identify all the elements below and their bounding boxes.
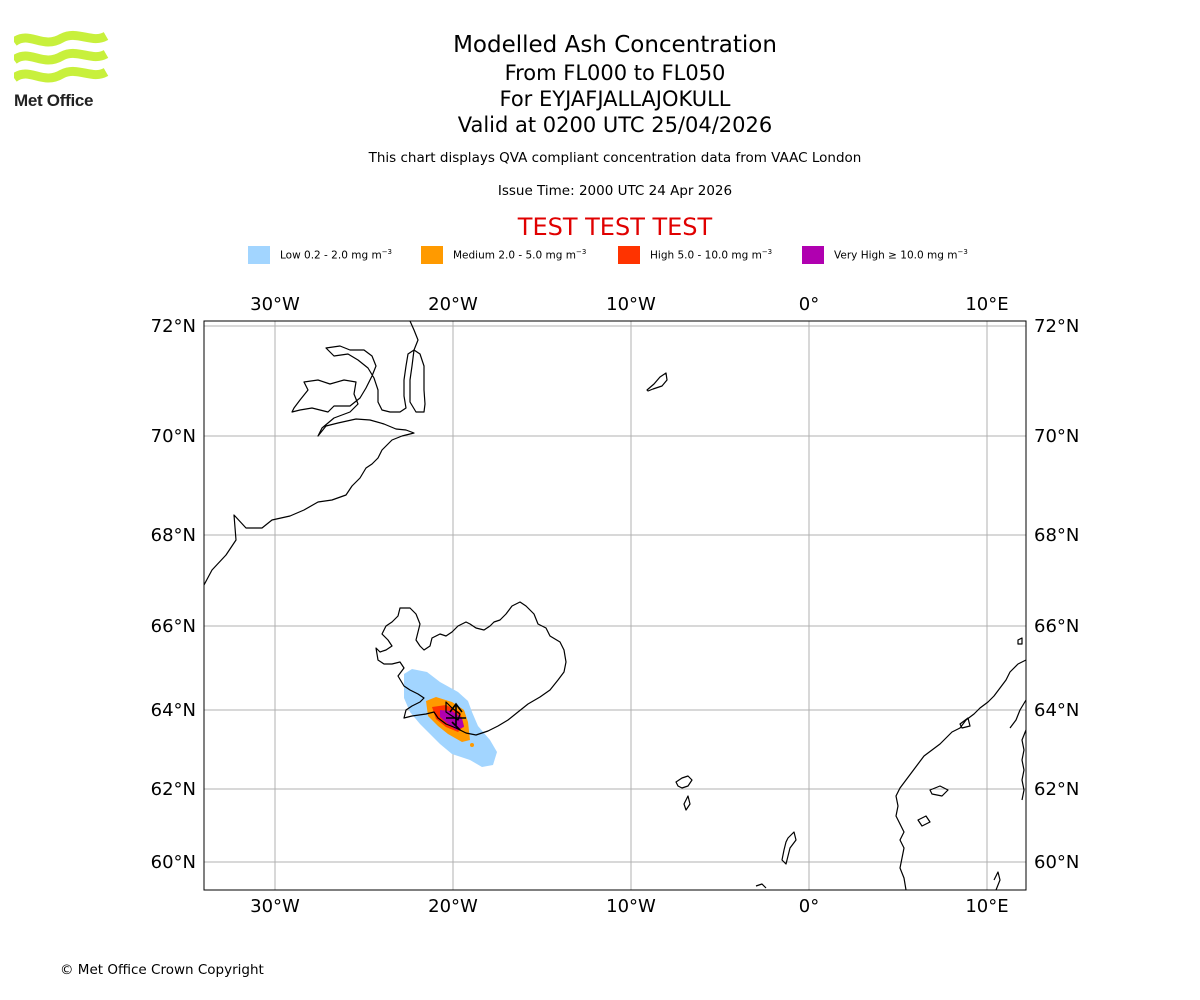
copyright: © Met Office Crown Copyright [60, 962, 264, 978]
test-banner: TEST TEST TEST [517, 213, 713, 241]
legend-item-low: Low 0.2 - 2.0 mg m−3 [248, 244, 392, 266]
legend: Low 0.2 - 2.0 mg m−3 Medium 2.0 - 5.0 mg… [0, 244, 1200, 266]
coastlines [204, 321, 1026, 890]
legend-label-very-high: Very High ≥ 10.0 mg m [834, 249, 958, 262]
legend-swatch-low [248, 246, 270, 264]
greenland-fjord [409, 349, 426, 413]
chart-title: Modelled Ash Concentration From FL000 to… [365, 30, 865, 199]
title-line-1: Modelled Ash Concentration [453, 32, 777, 58]
ash-spot [470, 743, 474, 747]
lon-label: 10°W [606, 294, 656, 315]
legend-label-medium: Medium 2.0 - 5.0 mg m [453, 249, 576, 262]
lat-label: 64°N [151, 700, 196, 721]
lat-label: 60°N [151, 852, 196, 873]
lon-label: 10°E [965, 294, 1008, 315]
greenland-coast [204, 321, 419, 586]
title-line-3: For EYJAFJALLAJOKULL [499, 87, 731, 111]
lat-labels-right: 72°N 70°N 68°N 66°N 64°N 62°N 60°N [1034, 316, 1079, 873]
lat-label: 68°N [1034, 525, 1079, 546]
shetland-coast [781, 831, 797, 865]
lat-label: 70°N [1034, 426, 1079, 447]
iceland-coast [375, 601, 567, 736]
lat-label: 72°N [1034, 316, 1079, 337]
legend-label-low: Low 0.2 - 2.0 mg m [280, 249, 382, 262]
legend-swatch-medium [421, 246, 443, 264]
legend-swatch-high [618, 246, 640, 264]
lon-label: 20°W [428, 896, 478, 917]
volcano-marker-icon [446, 702, 466, 731]
logo-text: Met Office [14, 91, 94, 110]
title-line-2: From FL000 to FL050 [504, 61, 726, 85]
norway-islands [755, 637, 1023, 889]
lon-label: 0° [799, 896, 819, 917]
ash-very-high-area [440, 710, 464, 730]
lon-label: 0° [799, 294, 819, 315]
lon-labels-top: 30°W 20°W 10°W 0° 10°E [250, 294, 1008, 315]
issue-time: Issue Time: 2000 UTC 24 Apr 2026 [497, 183, 733, 199]
norway-coast [895, 659, 1026, 890]
faroe-coast [675, 775, 693, 811]
lat-label: 60°N [1034, 852, 1079, 873]
lat-label: 72°N [151, 316, 196, 337]
lon-label: 10°W [606, 896, 656, 917]
iceland-peninsula [445, 701, 461, 721]
lon-label: 20°W [428, 294, 478, 315]
lat-label: 66°N [1034, 616, 1079, 637]
lat-label: 66°N [151, 616, 196, 637]
lon-labels-bottom: 30°W 20°W 10°W 0° 10°E [250, 896, 1008, 917]
legend-item-high: High 5.0 - 10.0 mg m−3 [618, 244, 772, 266]
lat-label: 64°N [1034, 700, 1079, 721]
lon-label: 30°W [250, 896, 300, 917]
lon-label: 10°E [965, 896, 1008, 917]
lat-label: 62°N [1034, 779, 1079, 800]
jan-mayen-coast [646, 372, 668, 392]
lat-labels-left: 72°N 70°N 68°N 66°N 64°N 62°N 60°N [151, 316, 196, 873]
map-frame [203, 320, 1027, 891]
graticule [204, 321, 1026, 890]
subtitle: This chart displays QVA compliant concen… [368, 150, 862, 166]
lat-label: 70°N [151, 426, 196, 447]
legend-label-high: High 5.0 - 10.0 mg m [650, 249, 762, 262]
lat-label: 62°N [151, 779, 196, 800]
lon-label: 30°W [250, 294, 300, 315]
title-line-4: Valid at 0200 UTC 25/04/2026 [457, 113, 773, 137]
map-content [204, 321, 1026, 890]
met-office-logo: Met Office [11, 30, 110, 110]
lat-label: 68°N [151, 525, 196, 546]
met-office-wave-icon [11, 30, 109, 83]
legend-item-very-high: Very High ≥ 10.0 mg m−3 [802, 244, 968, 266]
legend-swatch-very-high [802, 246, 824, 264]
legend-item-medium: Medium 2.0 - 5.0 mg m−3 [421, 244, 586, 266]
